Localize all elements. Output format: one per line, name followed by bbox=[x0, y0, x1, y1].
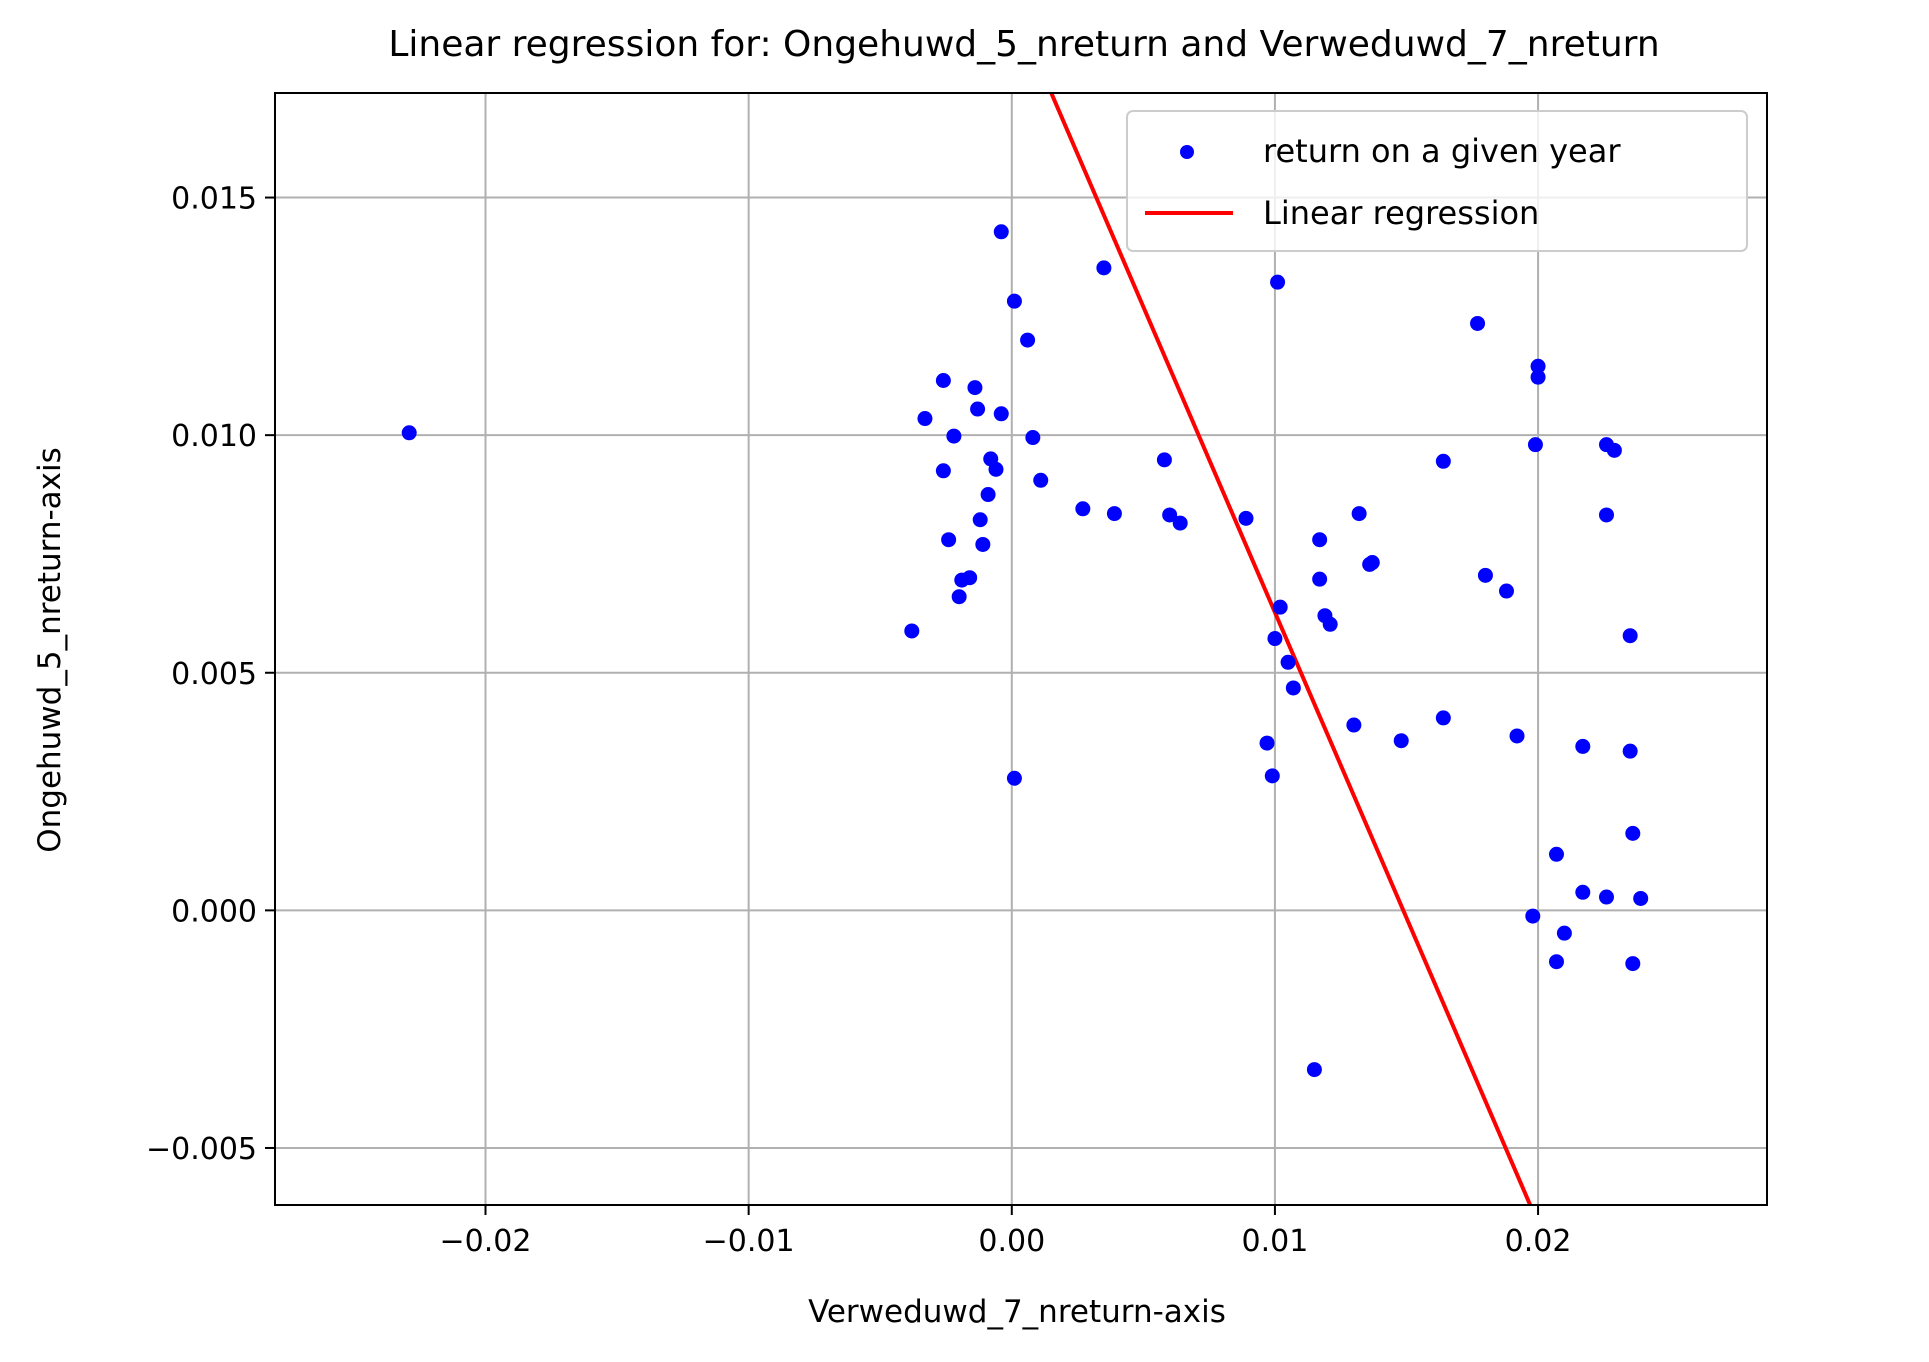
y-tick-label: 0.015 bbox=[171, 182, 257, 217]
data-point bbox=[1548, 954, 1564, 970]
x-axis-ticks: −0.02 −0.01 0.00 0.01 0.02 bbox=[440, 1205, 1572, 1259]
x-tick-label: −0.01 bbox=[703, 1224, 795, 1259]
data-point bbox=[1364, 555, 1380, 571]
data-point bbox=[1622, 628, 1638, 644]
data-point bbox=[935, 373, 951, 389]
x-tick-label: −0.02 bbox=[440, 1224, 532, 1259]
data-point bbox=[972, 512, 988, 528]
data-point bbox=[1556, 925, 1572, 941]
y-tick-label: 0.005 bbox=[171, 657, 257, 692]
data-point bbox=[988, 461, 1004, 477]
data-point bbox=[1075, 501, 1091, 517]
data-point bbox=[1351, 506, 1367, 522]
data-point bbox=[1606, 442, 1622, 458]
data-point bbox=[1322, 616, 1338, 632]
legend: return on a given year Linear regression bbox=[1126, 110, 1748, 252]
data-point bbox=[1633, 890, 1649, 906]
data-point bbox=[1306, 1062, 1322, 1078]
legend-label-scatter: return on a given year bbox=[1263, 132, 1621, 170]
y-axis-ticks: −0.005 0.000 0.005 0.010 0.015 bbox=[146, 182, 275, 1167]
plot-frame bbox=[274, 92, 1768, 1206]
data-point bbox=[1393, 733, 1409, 749]
x-tick-label: 0.01 bbox=[1242, 1224, 1309, 1259]
x-axis-label: Verweduwd_7_nreturn-axis bbox=[808, 1294, 1226, 1330]
data-point bbox=[967, 380, 983, 396]
data-point bbox=[917, 411, 933, 427]
data-point bbox=[941, 532, 957, 548]
data-point bbox=[1470, 315, 1486, 331]
data-point bbox=[993, 224, 1009, 240]
data-point bbox=[1096, 260, 1112, 276]
data-point bbox=[993, 406, 1009, 422]
data-point bbox=[1006, 293, 1022, 309]
data-point bbox=[904, 623, 920, 639]
data-point bbox=[975, 536, 991, 552]
data-point bbox=[946, 428, 962, 444]
data-point bbox=[1285, 680, 1301, 696]
regression-line-layer bbox=[1049, 93, 1533, 1205]
data-point bbox=[1575, 738, 1591, 754]
scatter-points bbox=[401, 224, 1649, 1078]
data-point bbox=[1498, 583, 1514, 599]
y-tick-label: 0.000 bbox=[171, 894, 257, 929]
data-point bbox=[1525, 908, 1541, 924]
data-point bbox=[962, 570, 978, 586]
data-point bbox=[1270, 274, 1286, 290]
legend-box bbox=[1126, 110, 1748, 252]
y-axis-label: Ongehuwd_5_nreturn-axis bbox=[32, 447, 68, 853]
data-point bbox=[1162, 507, 1178, 523]
data-point bbox=[970, 401, 986, 417]
data-point bbox=[1264, 768, 1280, 784]
data-point bbox=[1625, 956, 1641, 972]
x-tick-label: 0.00 bbox=[978, 1224, 1045, 1259]
data-point bbox=[1267, 631, 1283, 647]
data-point bbox=[1598, 889, 1614, 905]
data-point bbox=[1346, 717, 1362, 733]
x-tick-label: 0.02 bbox=[1505, 1224, 1572, 1259]
data-point bbox=[1575, 884, 1591, 900]
data-point bbox=[1527, 437, 1543, 453]
data-point bbox=[1259, 735, 1275, 751]
data-point bbox=[935, 463, 951, 479]
data-point bbox=[1435, 453, 1451, 469]
y-tick-label: 0.010 bbox=[171, 419, 257, 454]
data-point bbox=[401, 425, 417, 441]
data-point bbox=[1280, 654, 1296, 670]
data-point bbox=[1598, 507, 1614, 523]
data-point bbox=[1622, 743, 1638, 759]
data-point bbox=[1477, 567, 1493, 583]
data-point bbox=[951, 589, 967, 605]
data-point bbox=[1312, 532, 1328, 548]
data-point bbox=[1272, 599, 1288, 615]
data-point bbox=[1435, 710, 1451, 726]
data-point bbox=[1530, 369, 1546, 385]
chart-title: Linear regression for: Ongehuwd_5_nretur… bbox=[388, 24, 1659, 65]
data-point bbox=[1156, 452, 1172, 468]
data-point bbox=[1006, 770, 1022, 786]
data-point bbox=[1625, 825, 1641, 841]
data-point bbox=[980, 487, 996, 503]
regression-line bbox=[1049, 93, 1533, 1205]
data-point bbox=[1530, 358, 1546, 374]
legend-label-line: Linear regression bbox=[1263, 194, 1539, 232]
data-point bbox=[1509, 728, 1525, 744]
data-point bbox=[1025, 430, 1041, 446]
data-point bbox=[1238, 510, 1254, 526]
y-tick-label: −0.005 bbox=[146, 1132, 257, 1167]
legend-marker-scatter bbox=[1180, 145, 1194, 159]
data-point bbox=[1312, 571, 1328, 587]
data-point bbox=[1020, 332, 1036, 348]
data-point bbox=[1106, 506, 1122, 522]
data-point bbox=[1548, 846, 1564, 862]
data-point bbox=[1172, 515, 1188, 531]
data-point bbox=[1033, 472, 1049, 488]
